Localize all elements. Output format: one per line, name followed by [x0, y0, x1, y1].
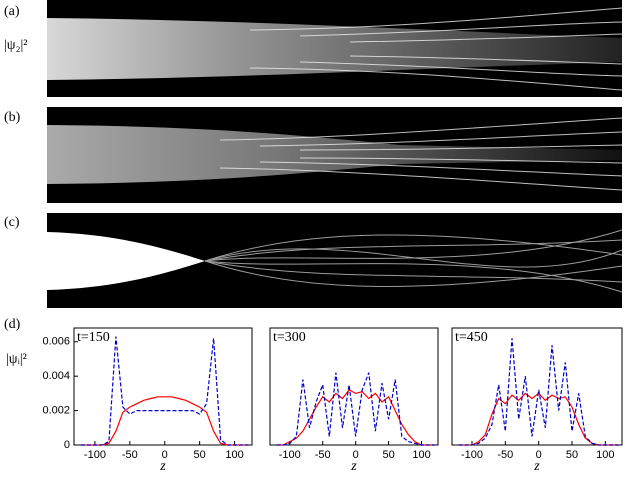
- x-axis-label: z: [350, 459, 357, 474]
- panel-label: (c): [4, 215, 20, 230]
- x-tick-label: 100: [225, 449, 243, 461]
- data-line: [276, 389, 435, 446]
- density-panel-b: [47, 107, 623, 203]
- x-tick-label: 0: [536, 449, 542, 461]
- annotation: t=450: [455, 330, 488, 345]
- x-tick-label: 100: [412, 449, 430, 461]
- y-tick-label: 0.006: [42, 336, 70, 348]
- x-tick-label: -50: [315, 449, 331, 461]
- y-axis-label: |ψᵢ|²: [6, 352, 27, 367]
- x-tick-label: -100: [84, 449, 106, 461]
- plot-frame: [451, 327, 623, 446]
- x-axis-label: z: [159, 459, 166, 474]
- data-line: [81, 396, 249, 446]
- data-line: [81, 336, 249, 446]
- x-tick-label: -50: [497, 449, 513, 461]
- x-tick-label: -100: [279, 449, 301, 461]
- y-tick-label: 0.002: [42, 404, 70, 416]
- y-tick-label: 0.004: [42, 370, 70, 382]
- annotation: t=150: [77, 330, 110, 345]
- plot-frame: [73, 327, 253, 446]
- plot-frame: [269, 327, 439, 446]
- x-tick-label: 0: [162, 449, 168, 461]
- density-panel-c: [47, 213, 623, 308]
- density-panel-a: [47, 0, 623, 97]
- data-line: [458, 338, 619, 446]
- x-tick-label: 100: [596, 449, 614, 461]
- y-tick-label: 0: [64, 439, 70, 451]
- x-tick-label: 50: [566, 449, 578, 461]
- y-axis-label: |ψ₂|²: [4, 38, 27, 53]
- panel-label: (d): [4, 317, 21, 332]
- x-tick-label: 50: [382, 449, 394, 461]
- panel-label: (a): [4, 4, 20, 19]
- x-tick-label: -100: [461, 449, 483, 461]
- x-axis-label: z: [533, 459, 540, 474]
- data-line: [276, 372, 435, 446]
- x-tick-label: 0: [353, 449, 359, 461]
- x-tick-label: -50: [122, 449, 138, 461]
- panel-label: (b): [4, 110, 21, 125]
- data-line: [458, 392, 619, 446]
- annotation: t=300: [273, 330, 306, 345]
- x-tick-label: 50: [194, 449, 206, 461]
